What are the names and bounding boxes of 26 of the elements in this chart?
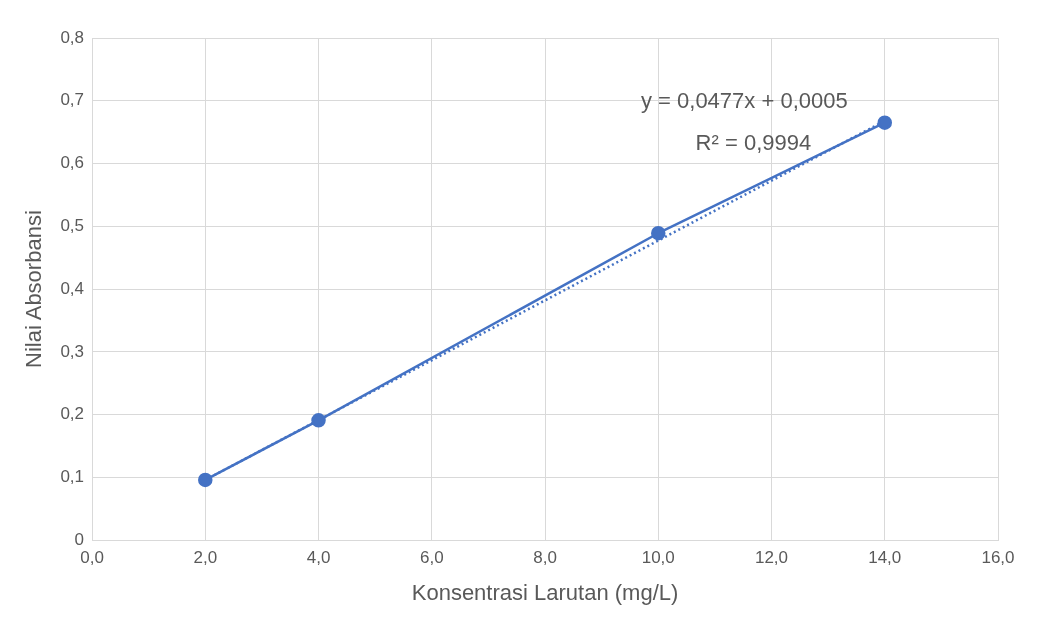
x-tick-label: 10,0 [641,548,675,568]
y-tick-label: 0,3 [60,341,85,361]
y-tick-label: 0,2 [60,404,85,424]
x-tick-label: 16,0 [981,548,1015,568]
x-tick-label: 8,0 [533,548,557,568]
x-tick-label: 6,0 [419,548,444,568]
x-tick-label: 12,0 [754,548,789,568]
y-tick-label: 0,5 [60,216,85,236]
point [311,413,326,428]
y-tick-label: 0,6 [60,153,85,173]
y-tick-label: 0,1 [60,467,85,487]
y-tick-label: 0,7 [60,90,85,110]
y-tick-label: 0,8 [60,27,85,47]
annotation: y = 0,0477x + 0,0005 [640,88,848,113]
x-tick-label: 2,0 [193,548,218,568]
y-tick-label: 0,4 [60,278,85,298]
y-axis-title: Nilai Absorbansi [21,210,47,368]
annotation: R² = 0,9994 [695,130,812,155]
point [651,225,666,241]
x-axis-title: Konsentrasi Larutan (mg/L) [411,579,679,605]
point [877,115,892,130]
point [198,472,213,488]
y-tick-label: 0 [74,529,85,549]
x-tick-label: 14,0 [868,548,902,568]
x-tick-label: 4,0 [306,548,331,568]
x-tick-label: 0,0 [80,548,104,568]
